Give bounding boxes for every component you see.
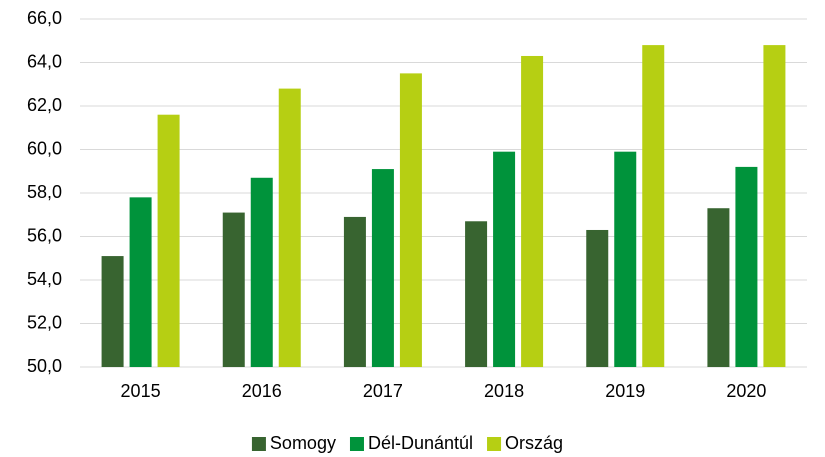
bar bbox=[157, 114, 180, 367]
bar bbox=[278, 88, 301, 367]
bar bbox=[129, 197, 152, 367]
y-tick-label: 60,0 bbox=[27, 138, 62, 158]
legend-label: Dél-Dunántúl bbox=[368, 433, 473, 453]
legend-swatch bbox=[349, 437, 364, 451]
legend-swatch bbox=[251, 437, 266, 451]
x-tick-label: 2020 bbox=[726, 381, 766, 401]
bar bbox=[101, 256, 124, 367]
x-tick-label: 2016 bbox=[242, 381, 282, 401]
bar bbox=[614, 151, 637, 367]
y-tick-label: 50,0 bbox=[27, 356, 62, 376]
x-tick-label: 2015 bbox=[121, 381, 161, 401]
y-tick-label: 56,0 bbox=[27, 225, 62, 245]
bar bbox=[465, 221, 488, 367]
y-tick-label: 54,0 bbox=[27, 269, 62, 289]
bar bbox=[399, 73, 422, 367]
bar bbox=[735, 166, 758, 367]
legend-label: Ország bbox=[505, 433, 563, 453]
x-tick-label: 2017 bbox=[363, 381, 403, 401]
y-tick-label: 58,0 bbox=[27, 182, 62, 202]
bar bbox=[250, 177, 273, 367]
bar bbox=[343, 216, 366, 367]
y-tick-label: 66,0 bbox=[27, 8, 62, 28]
bar bbox=[642, 45, 665, 367]
legend-swatch bbox=[487, 437, 502, 451]
bar bbox=[521, 55, 544, 367]
legend-label: Somogy bbox=[270, 433, 336, 453]
bar bbox=[222, 212, 245, 367]
y-tick-label: 52,0 bbox=[27, 312, 62, 332]
y-tick-label: 64,0 bbox=[27, 51, 62, 71]
bar bbox=[371, 169, 394, 367]
y-tick-label: 62,0 bbox=[27, 95, 62, 115]
bar bbox=[707, 208, 730, 367]
bar bbox=[493, 151, 516, 367]
bar bbox=[586, 229, 609, 367]
x-tick-label: 2018 bbox=[484, 381, 524, 401]
bar bbox=[763, 45, 786, 367]
x-tick-label: 2019 bbox=[605, 381, 645, 401]
